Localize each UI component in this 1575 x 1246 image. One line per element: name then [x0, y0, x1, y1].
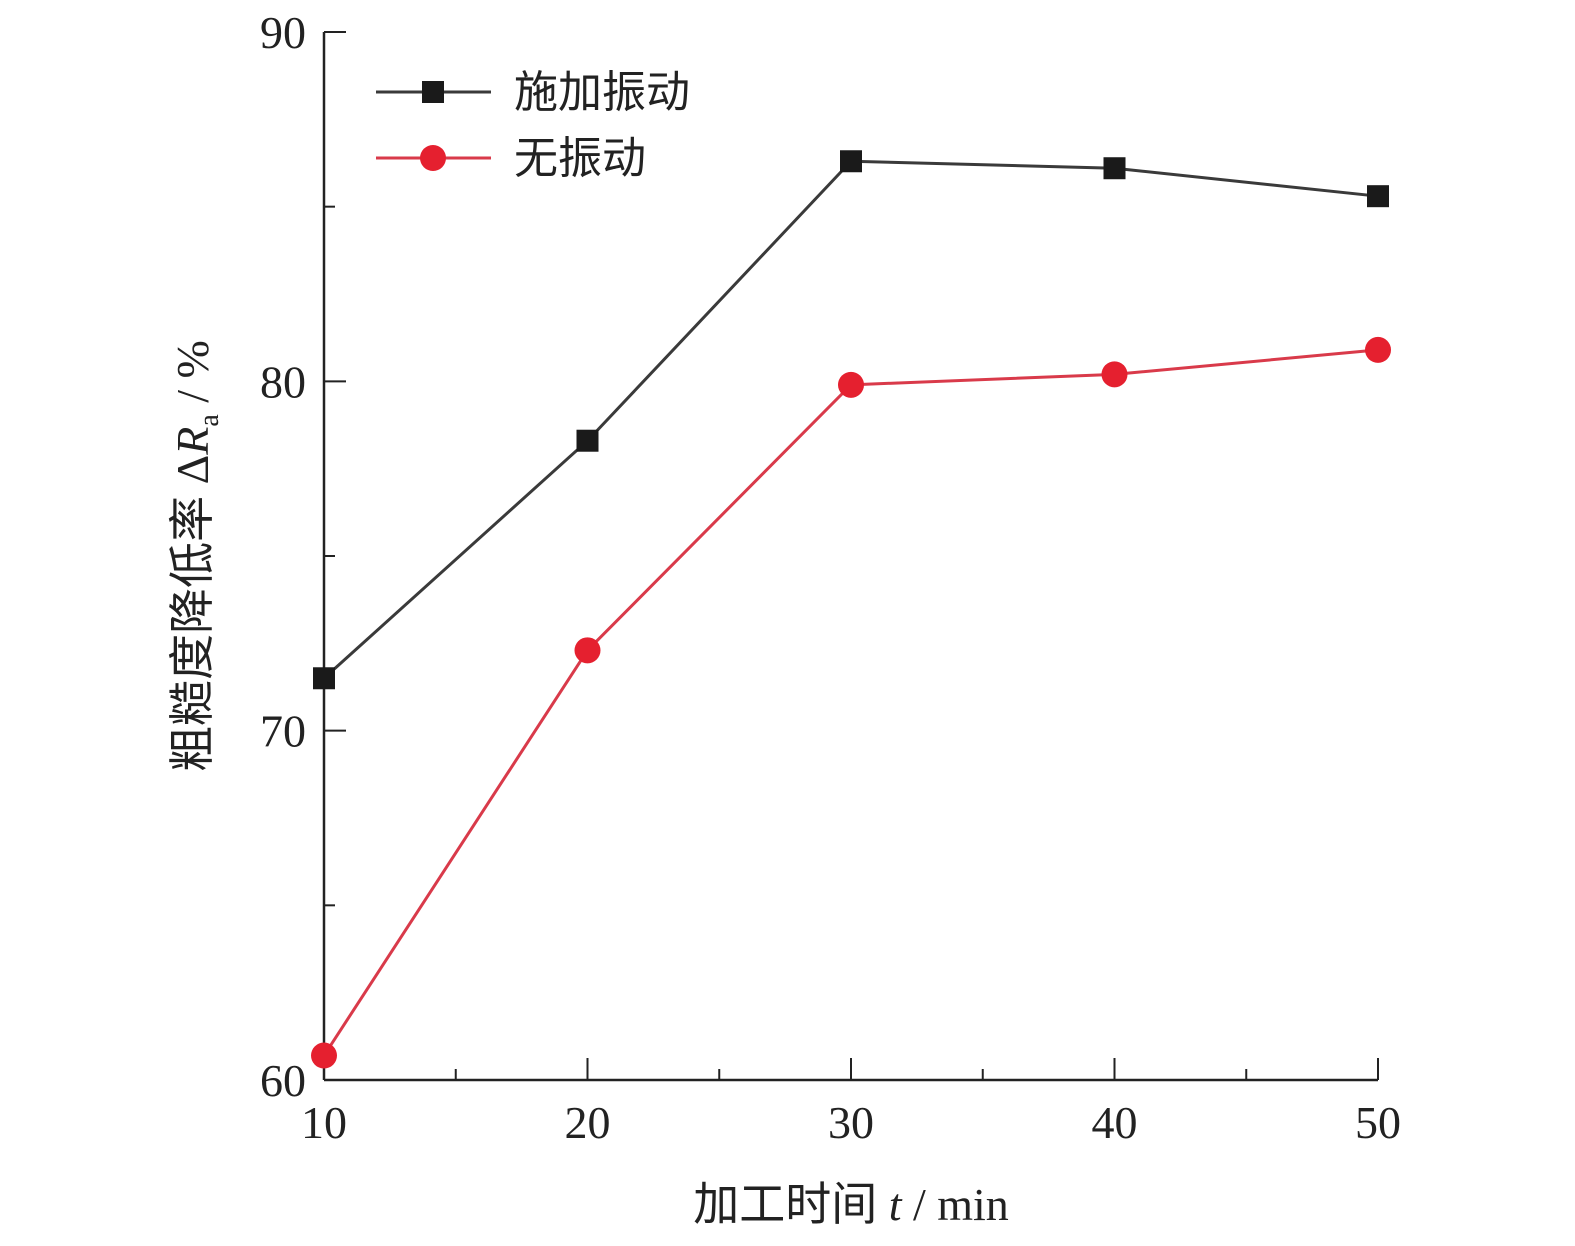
ticks: 10 20 30 40 50 60 70 80 90	[260, 7, 1401, 1148]
data-point	[1101, 361, 1128, 388]
x-tick-label: 10	[301, 1097, 347, 1148]
x-tick-label: 40	[1092, 1097, 1138, 1148]
x-tick-label: 50	[1355, 1097, 1401, 1148]
data-point	[311, 1042, 337, 1069]
y-tick-label: 60	[260, 1055, 306, 1106]
data-point	[840, 150, 862, 173]
data-point	[1103, 157, 1126, 180]
legend: 施加振动 无振动	[376, 67, 690, 184]
legend-label-vibration: 施加振动	[514, 67, 690, 118]
data-point	[313, 667, 335, 690]
y-axis-title: 粗糙度降低率 ΔRa / %	[167, 340, 225, 772]
data-point	[576, 429, 599, 452]
series-line	[322, 159, 1379, 680]
series-line	[322, 348, 1379, 1057]
axes	[322, 32, 1378, 1082]
data-point	[1365, 336, 1391, 363]
data-point	[574, 637, 601, 664]
y-tick-label: 90	[260, 7, 306, 58]
y-tick-label: 80	[260, 356, 306, 407]
series-layer	[311, 150, 1391, 1069]
x-tick-label: 20	[565, 1097, 611, 1148]
data-point	[838, 371, 864, 398]
x-tick-label: 30	[828, 1097, 874, 1148]
y-tick-label: 70	[260, 706, 306, 757]
legend-label-no-vibration: 无振动	[514, 133, 646, 184]
x-axis-title: 加工时间 t / min	[693, 1179, 1009, 1230]
legend-marker-vibration	[422, 81, 444, 103]
legend-marker-no-vibration	[420, 145, 446, 171]
series-1	[311, 336, 1391, 1069]
data-point	[1367, 185, 1389, 208]
legend-entry-vibration: 施加振动	[376, 67, 690, 118]
legend-entry-no-vibration: 无振动	[376, 133, 646, 184]
series-0	[313, 150, 1389, 690]
